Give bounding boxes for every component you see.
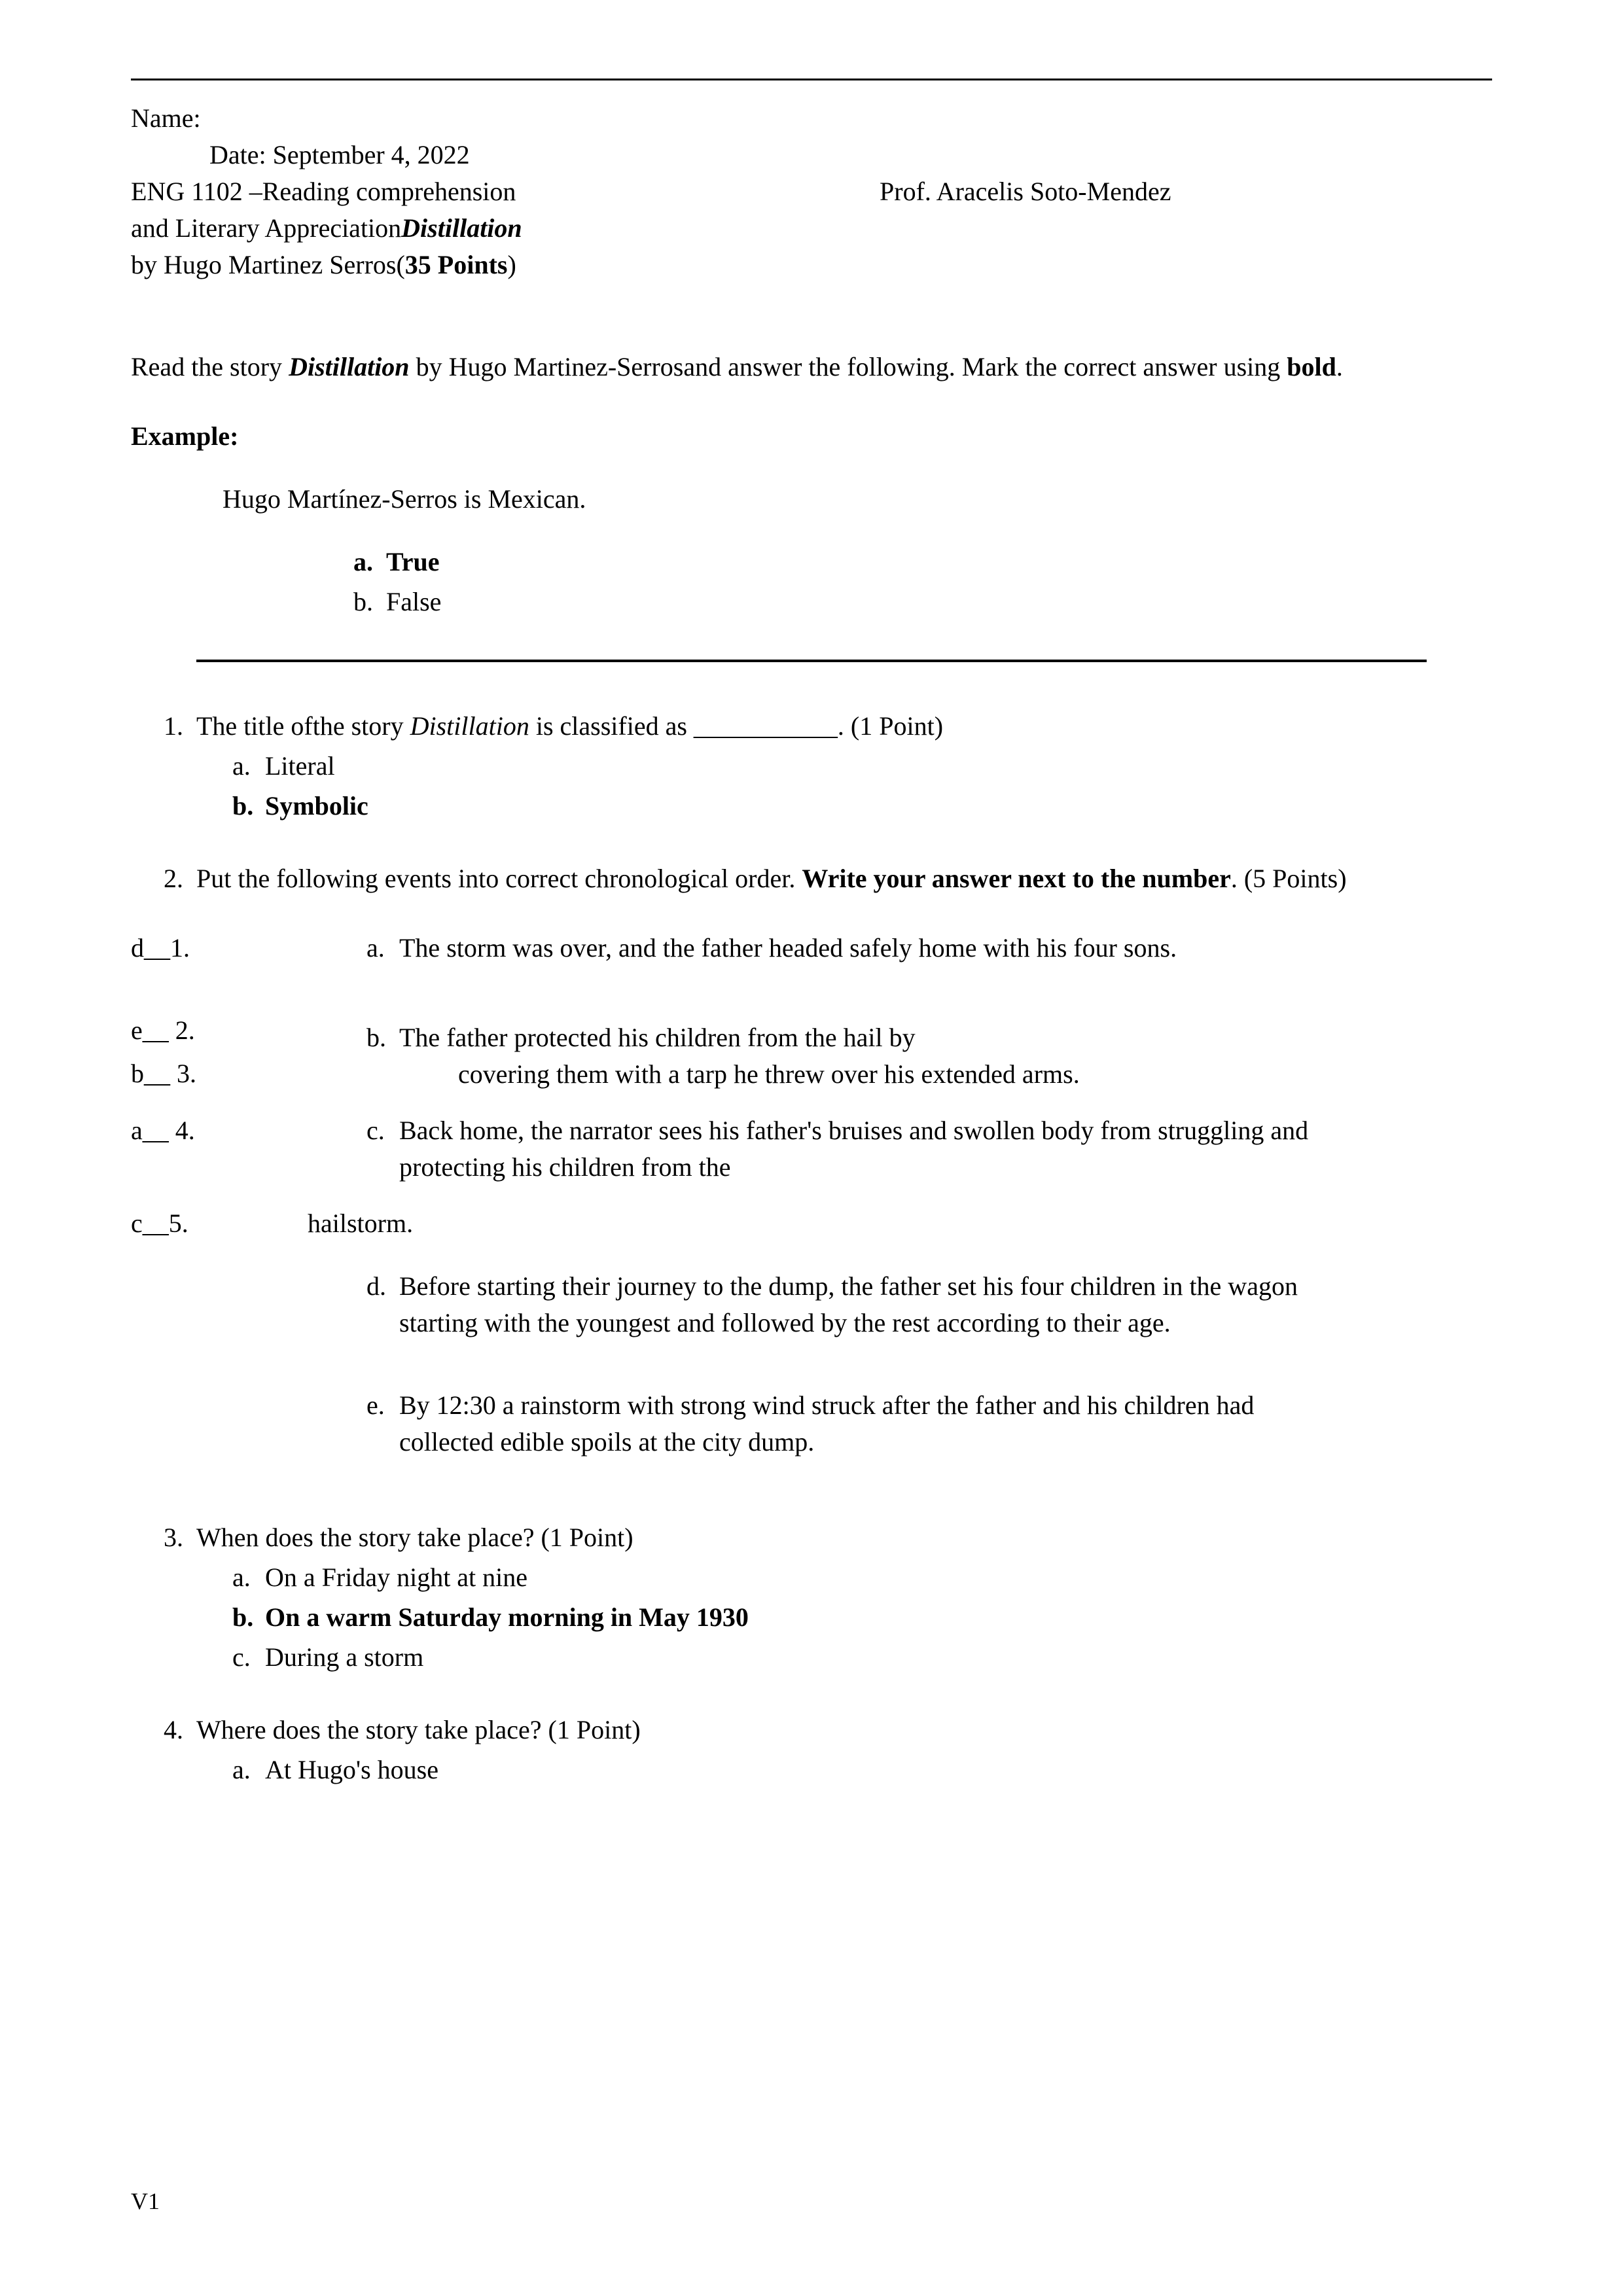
example-option-b: b.False xyxy=(353,584,1492,620)
chrono-c-continuation: c__5. hailstorm. xyxy=(131,1205,1492,1242)
q4-text: Where does the story take place? (1 Poin… xyxy=(196,1712,1492,1748)
q2-bold: Write your answer next to the number xyxy=(802,864,1231,893)
footer-version: V1 xyxy=(131,2185,160,2217)
course-line: ENG 1102 –Reading comprehension xyxy=(131,173,880,210)
chrono-answer-5: c__5. xyxy=(131,1205,308,1242)
q4-option-a: a.At Hugo's house xyxy=(232,1752,1492,1788)
instr-bold: bold xyxy=(1287,352,1336,381)
question-body: When does the story take place? (1 Point… xyxy=(196,1519,1492,1679)
question-1: 1. The title ofthe story Distillation is… xyxy=(131,708,1492,828)
q3-options: a.On a Friday night at nine b.On a warm … xyxy=(196,1559,1492,1676)
q2-prefix: Put the following events into correct ch… xyxy=(196,864,802,893)
opt-text: True xyxy=(386,547,439,576)
example-options: a.True b.False xyxy=(131,544,1492,620)
opt-letter: b. xyxy=(353,584,386,620)
example-text: Hugo Martínez-Serros is Mexican. xyxy=(131,481,1492,518)
opt-text-line1: The father protected his children from t… xyxy=(399,1019,1492,1056)
question-number: 1. xyxy=(131,708,196,828)
opt-letter: a. xyxy=(232,1559,265,1596)
opt-letter: b. xyxy=(232,1599,265,1636)
opt-letter: c. xyxy=(366,1112,399,1186)
instructions: Read the story Distillation by Hugo Mart… xyxy=(131,349,1492,385)
instr-mid: by Hugo Martinez-Serrosand answer the fo… xyxy=(410,352,1287,381)
divider-line xyxy=(196,660,1427,662)
q1-options: a.Literal b.Symbolic xyxy=(196,748,1492,824)
chrono-option-a: a. The storm was over, and the father he… xyxy=(308,930,1492,966)
q3-option-c: c.During a storm xyxy=(232,1639,1492,1676)
instr-title: Distillation xyxy=(289,352,410,381)
opt-text: On a Friday night at nine xyxy=(265,1563,527,1592)
q1-option-a: a.Literal xyxy=(232,748,1492,785)
q1-prefix: The title ofthe story xyxy=(196,711,410,741)
q3-option-b: b.On a warm Saturday morning in May 1930 xyxy=(232,1599,1492,1636)
opt-letter: a. xyxy=(232,1752,265,1788)
opt-text: Before starting their journey to the dum… xyxy=(399,1268,1492,1341)
chrono-answer-4: a__ 4. xyxy=(131,1112,308,1149)
opt-letter: b. xyxy=(366,1019,399,1056)
opt-text: During a storm xyxy=(265,1642,423,1672)
q4-options: a.At Hugo's house xyxy=(196,1752,1492,1788)
q2-text: Put the following events into correct ch… xyxy=(196,860,1492,897)
close-paren: ) xyxy=(507,250,516,279)
question-body: The title ofthe story Distillation is cl… xyxy=(196,708,1492,828)
opt-text: By 12:30 a rainstorm with strong wind st… xyxy=(399,1387,1492,1460)
q2-suffix: . (5 Points) xyxy=(1231,864,1347,893)
opt-letter: e. xyxy=(366,1387,399,1460)
opt-text: The storm was over, and the father heade… xyxy=(399,930,1492,966)
opt-letter: c. xyxy=(232,1639,265,1676)
opt-letter: a. xyxy=(366,930,399,966)
chrono-answer-1: d__1. xyxy=(131,930,308,966)
chronology-section: d__1. a. The storm was over, and the fat… xyxy=(131,930,1492,1487)
question-number: 4. xyxy=(131,1712,196,1792)
example-label: Example: xyxy=(131,418,1492,455)
opt-letter: a. xyxy=(232,748,265,785)
points: 35 Points xyxy=(405,250,508,279)
question-4: 4. Where does the story take place? (1 P… xyxy=(131,1712,1492,1792)
opt-letter: a. xyxy=(353,544,386,580)
header-title: Distillation xyxy=(401,213,522,243)
top-border-line xyxy=(131,79,1492,80)
opt-text: On a warm Saturday morning in May 1930 xyxy=(265,1602,749,1632)
chrono-option-d: d. Before starting their journey to the … xyxy=(308,1268,1492,1341)
opt-text-line2: covering them with a tarp he threw over … xyxy=(458,1056,1492,1093)
question-body: Where does the story take place? (1 Poin… xyxy=(196,1712,1492,1792)
opt-letter: b. xyxy=(232,788,265,824)
q1-option-b: b.Symbolic xyxy=(232,788,1492,824)
opt-letter: d. xyxy=(366,1268,399,1341)
question-3: 3. When does the story take place? (1 Po… xyxy=(131,1519,1492,1679)
q1-text: The title ofthe story Distillation is cl… xyxy=(196,708,1492,745)
q3-option-a: a.On a Friday night at nine xyxy=(232,1559,1492,1596)
q3-text: When does the story take place? (1 Point… xyxy=(196,1519,1492,1556)
opt-text: Literal xyxy=(265,751,335,781)
opt-text-line2: hailstorm. xyxy=(308,1205,413,1242)
q1-suffix: is classified as ___________. (1 Point) xyxy=(529,711,943,741)
chrono-answer-2: e__ 2. xyxy=(131,1012,308,1049)
professor-line: Prof. Aracelis Soto-Mendez xyxy=(880,173,1492,210)
opt-text: False xyxy=(386,587,441,616)
question-2: 2. Put the following events into correct… xyxy=(131,860,1492,897)
header-line-3: by Hugo Martinez Serros(35 Points) xyxy=(131,247,1492,283)
opt-text: Symbolic xyxy=(265,791,368,821)
question-body: Put the following events into correct ch… xyxy=(196,860,1492,897)
instr-suffix: . xyxy=(1336,352,1343,381)
question-number: 2. xyxy=(131,860,196,897)
question-number: 3. xyxy=(131,1519,196,1679)
name-label: Name: xyxy=(131,100,1492,137)
header-line-2: and Literary AppreciationDistillation xyxy=(131,210,1492,247)
chrono-option-b: b. The father protected his children fro… xyxy=(308,1019,1492,1093)
author-line: by Hugo Martinez Serros( xyxy=(131,250,405,279)
opt-text: At Hugo's house xyxy=(265,1755,438,1784)
header: Name: Date: September 4, 2022 ENG 1102 –… xyxy=(131,100,1492,283)
instr-prefix: Read the story xyxy=(131,352,289,381)
opt-text-line1: Back home, the narrator sees his father'… xyxy=(399,1112,1492,1186)
date-line: Date: September 4, 2022 xyxy=(131,137,1492,173)
chrono-answer-3: b__ 3. xyxy=(131,1055,308,1092)
chrono-option-e: e. By 12:30 a rainstorm with strong wind… xyxy=(308,1387,1492,1460)
chrono-option-c: c. Back home, the narrator sees his fath… xyxy=(308,1112,1492,1186)
q1-title: Distillation xyxy=(410,711,529,741)
example-option-a: a.True xyxy=(353,544,1492,580)
line2-prefix: and Literary Appreciation xyxy=(131,213,401,243)
